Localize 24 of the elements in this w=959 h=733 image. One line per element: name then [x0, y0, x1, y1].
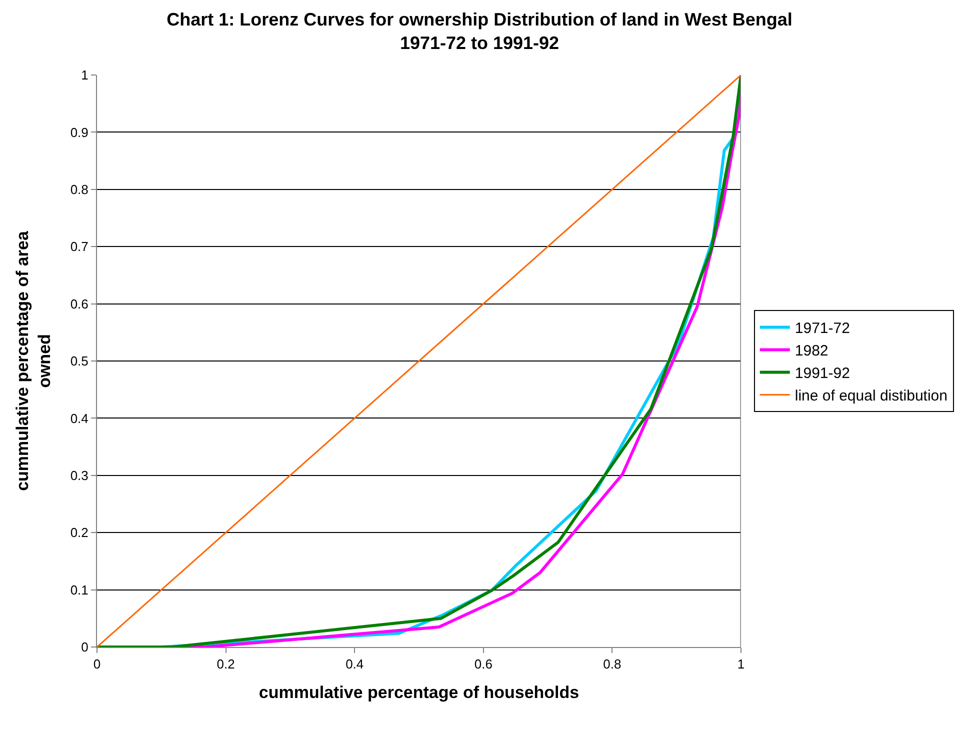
y-tick-label: 0.2 [70, 525, 88, 540]
y-tick-label: 0.3 [70, 468, 88, 483]
y-tick-label: 1 [81, 68, 88, 83]
chart-title: Chart 1: Lorenz Curves for ownership Distribution of land in West Bengal 1971-72 to 1991-92 [166, 10, 792, 54]
x-tick-label: 0 [93, 656, 101, 672]
y-tick-label: 0.5 [70, 354, 88, 369]
x-tick-label: 0.8 [603, 656, 622, 672]
y-tick-label: 0.7 [70, 239, 88, 254]
y-tick-label: 0.9 [70, 124, 88, 140]
y-tick-label: 0.1 [70, 582, 88, 598]
y-tick-label: 0.8 [70, 182, 88, 197]
legend-label: 1971-72 [794, 320, 850, 338]
y-tick-label: 0 [81, 640, 88, 655]
legend-label: 1982 [794, 342, 828, 360]
legend-label: 1991-92 [794, 365, 850, 382]
y-tick-label: 0.6 [70, 296, 88, 312]
x-tick-label: 1 [737, 656, 745, 672]
x-axis-title: cummulative percentage of households [258, 683, 580, 702]
x-tick-label: 0.2 [216, 656, 235, 672]
x-tick-label: 0.4 [346, 656, 364, 672]
y-tick-label: 0.4 [70, 410, 88, 426]
y-axis-title: cummulative percentage of area owned [12, 230, 54, 491]
x-tick-label: 0.6 [474, 656, 492, 672]
legend-label: line of equal distibution [794, 388, 948, 405]
